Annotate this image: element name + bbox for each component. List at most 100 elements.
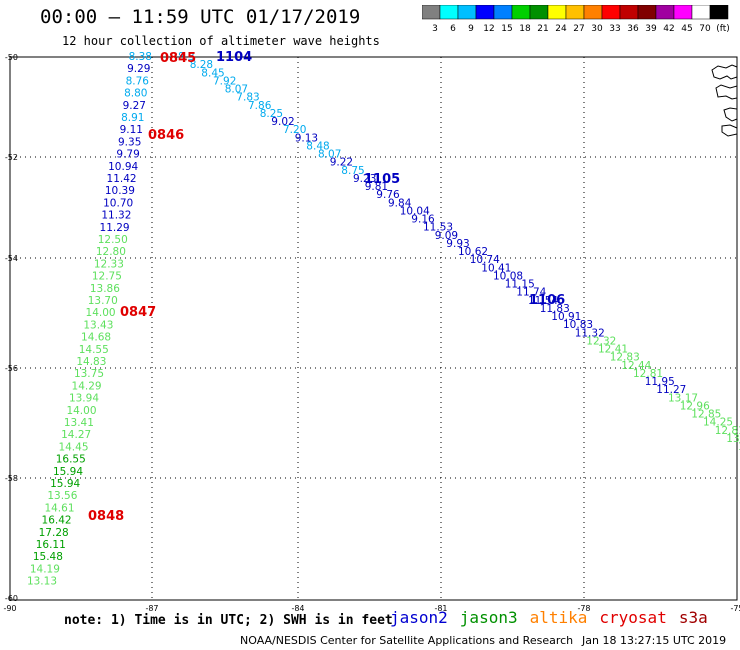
wave-height-colorbar: 3 6 9 12 15 18 21 24 27 30 33 36 39 42 45 70 (ft) [422, 5, 730, 34]
wave-height-value: 8.48 [306, 140, 329, 152]
page-title: 00:00 — 11:59 UTC 01/17/2019 [40, 6, 361, 28]
wave-height-value: 13.43 [83, 319, 113, 331]
wave-height-value: 7.92 [213, 75, 236, 87]
pass-time-label: 1104 [216, 50, 252, 65]
wave-height-value: 7.20 [283, 124, 306, 136]
colorbar-swatch [475, 5, 495, 20]
wave-height-value: 13.70 [88, 295, 118, 307]
satellite-legend: jason2 jason3 altika cryosat s3a [390, 608, 720, 627]
wave-height-value: 12.81 [715, 425, 740, 437]
coastline-fragment [711, 64, 738, 137]
wave-height-value: 14.68 [81, 332, 111, 344]
colorbar-swatch [547, 5, 567, 20]
wave-height-value: 10.04 [400, 205, 430, 217]
map-gridlines [10, 57, 737, 600]
wave-height-value: 11.27 [656, 384, 686, 396]
wave-height-value: 9.81 [365, 181, 388, 193]
satellite-legend-item: jason2 [390, 608, 448, 627]
wave-height-value: 15.94 [53, 466, 83, 478]
colorbar-label: 9 [468, 24, 474, 34]
wave-height-value: 12.32 [586, 335, 616, 347]
wave-height-value: 14.83 [76, 356, 106, 368]
wave-height-value: 11.74 [516, 287, 546, 299]
wave-height-value: 8.28 [190, 59, 213, 71]
wave-height-value: 14.19 [30, 563, 60, 575]
latitude-label: -58 [5, 474, 18, 483]
wave-height-value: 14.55 [79, 344, 109, 356]
wave-height-value: 10.62 [458, 246, 488, 258]
longitude-label: -90 [3, 604, 16, 613]
colorbar-label: 3 [432, 24, 438, 34]
latitude-label: -54 [5, 254, 18, 263]
longitude-label: -75 [730, 604, 740, 613]
wave-height-value: 10.70 [103, 197, 133, 209]
colorbar-swatch [422, 5, 441, 20]
wave-height-value: 14.00 [86, 307, 116, 319]
wave-height-value: 8.91 [121, 112, 144, 124]
longitude-label: -81 [434, 604, 447, 613]
wave-height-value: 15.48 [33, 551, 63, 563]
wave-height-value: 12.33 [94, 258, 124, 270]
wave-height-value: 12.81 [633, 368, 663, 380]
colorbar-swatch [601, 5, 621, 20]
wave-height-value: 14.45 [58, 441, 88, 453]
wave-height-value: 14.00 [66, 405, 96, 417]
satellite-legend-item: s3a [678, 608, 708, 627]
wave-height-value: 11.53 [423, 222, 453, 234]
wave-height-value: 10.91 [551, 311, 581, 323]
wave-height-value: 16.11 [36, 539, 66, 551]
wave-height-value: 11.32 [101, 210, 131, 222]
wave-height-value: 12.96 [680, 400, 710, 412]
latitude-label: -52 [5, 153, 18, 162]
colorbar-label: 15 [501, 24, 512, 34]
wave-height-value: 13.94 [69, 393, 99, 405]
colorbar-swatch [529, 5, 549, 20]
wave-height-value: 10.94 [108, 161, 138, 173]
wave-height-value: 8.07 [225, 84, 248, 96]
colorbar-swatch [493, 5, 513, 20]
wave-height-value: 9.79 [116, 149, 139, 161]
wave-height-value: 7.83 [236, 92, 259, 104]
wave-height-value: 8.07 [318, 149, 341, 161]
generation-timestamp: Jan 18 13:27:15 UTC 2019 [582, 634, 727, 647]
pass-time-label: 0847 [120, 305, 156, 320]
wave-height-value: 9.84 [388, 197, 412, 209]
wave-height-value: 8.45 [201, 67, 224, 79]
wave-height-value: 13.41 [64, 417, 94, 429]
colorbar-label: 33 [609, 24, 620, 34]
wave-height-value: 12.41 [598, 344, 628, 356]
wave-height-value: 10.41 [481, 262, 511, 274]
latitude-label: -50 [5, 53, 18, 62]
colorbar-swatch [691, 5, 711, 20]
wave-height-value: 12.50 [98, 234, 128, 246]
colorbar-label: 12 [483, 24, 494, 34]
wave-height-value: 8.25 [260, 108, 283, 120]
longitude-label: -84 [291, 604, 304, 613]
wave-height-value: 10.74 [470, 254, 500, 266]
wave-height-value: 9.11 [120, 124, 143, 136]
wave-height-value: 16.55 [56, 454, 86, 466]
wave-height-value: 15.94 [50, 478, 80, 490]
wave-height-value: 12.83 [610, 352, 640, 364]
wave-height-value: 13.5 [738, 441, 740, 453]
wave-height-value: 13.86 [90, 283, 120, 295]
wave-height-value: 9.27 [123, 100, 146, 112]
longitude-label: -87 [145, 604, 158, 613]
colorbar-swatch [583, 5, 603, 20]
axis-labels: -50 -52 -54 -56 -58 -60-90 -87 -84 -81 -78 -75 [3, 53, 740, 613]
colorbar-label: 39 [645, 24, 657, 34]
pass-time-label: 1105 [364, 172, 400, 187]
colorbar-label: 27 [573, 24, 584, 34]
colorbar-swatch [709, 5, 729, 20]
colorbar-swatch [655, 5, 675, 20]
wave-height-value: 7.86 [248, 100, 272, 112]
colorbar-label: 18 [519, 24, 531, 34]
wave-height-value: 13.17 [668, 392, 698, 404]
wave-height-value: 8.75 [341, 165, 364, 177]
wave-height-value: 13.13 [27, 576, 57, 588]
colorbar-label: 6 [450, 24, 456, 34]
wave-height-value: 11.54 [528, 295, 558, 307]
track-left-values: 8.389.298.768.809.278.919.119.359.7910.9… [27, 51, 152, 588]
wave-height-value: 9.93 [446, 238, 469, 250]
wave-height-value: 11.42 [107, 173, 137, 185]
